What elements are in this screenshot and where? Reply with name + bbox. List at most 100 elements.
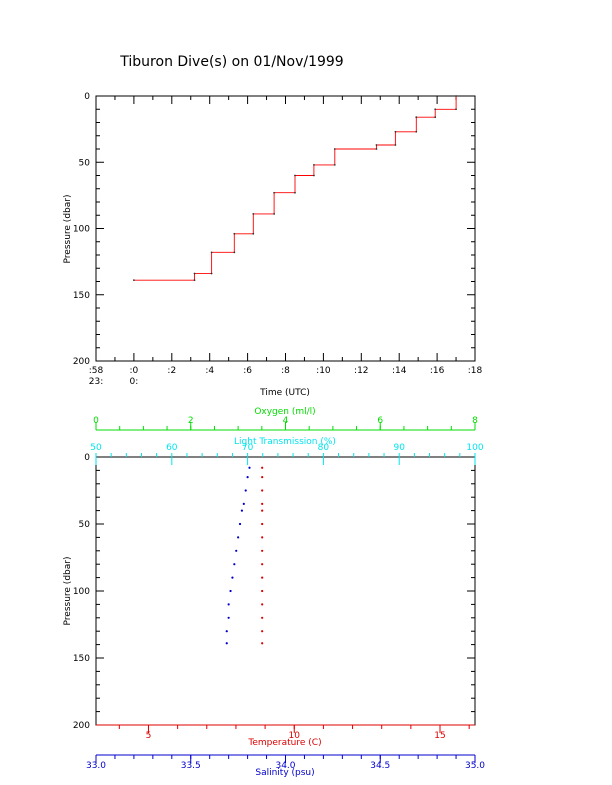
salinity-point [233,563,236,566]
pressure-trace-point [193,272,196,275]
transmission-tick-label: 70 [242,443,254,453]
pressure-trace-point [252,232,255,235]
chart1-frame [95,95,476,362]
pressure-time-chart: 0 50 100 150 200 :58:0:2:4:6:8:10:12:14:16:1… [63,92,483,398]
chart1-y-tick-label: 200 [73,357,90,367]
chart1-x-tick-label: :12 [354,366,368,376]
pressure-trace-point [210,272,213,275]
salinity-point [240,509,244,512]
salinity-point [227,616,230,619]
salinity-axis: 33.0 33.5 34.0 34.5 35.0 Salinity (psu) [86,754,485,778]
temperature-point [261,502,264,505]
pressure-trace-point [375,148,378,150]
oxygen-tick-label: 4 [283,416,289,426]
chart2-y-tick-label: 0 [84,453,90,463]
chart1-x-tick-label: :6 [243,366,252,376]
temperature-tick-label: 10 [289,731,301,741]
oxygen-tick-label: 8 [472,416,478,426]
chart1-y-label: Pressure (dbar) [63,195,73,264]
salinity-tick-label: 33.5 [181,761,201,771]
chart2-y-axis: 0 50 100 150 200 [73,453,475,731]
salinity-point [244,489,247,492]
chart1-series [133,95,457,282]
transmission-tick-label: 100 [466,443,483,453]
salinity-point [238,522,242,526]
temperature-tick-label: 15 [434,731,445,741]
chart1-x-axis: :58:0:2:4:6:8:10:12:14:16:18 23: 0: [89,96,483,387]
pressure-trace-point [273,191,276,194]
pressure-trace-point [210,251,213,254]
pressure-trace-point [455,95,457,97]
pressure-trace-point [133,279,135,282]
pressure-trace-line [133,96,457,281]
temperature-point [261,509,264,512]
chart1-x-tick-label: :8 [281,366,290,376]
chart1-x-tick-label: :10 [316,366,331,376]
chart1-x-tick-label: :2 [167,366,176,376]
pressure-trace-point [415,116,418,119]
chart1-x-tick-label: :16 [430,366,445,376]
temperature-point [261,476,264,479]
temperature-point [261,576,264,579]
salinity-axis-label: Salinity (psu) [255,768,314,778]
temperature-axis: 5 10 15 Temperature (C) [96,724,475,748]
pressure-trace-point [233,251,236,254]
oxygen-tick-label: 2 [188,416,194,426]
temperature-point [261,642,264,645]
chart2-y-label: Pressure (dbar) [63,557,73,626]
salinity-point [246,476,249,479]
salinity-point [225,642,228,645]
transmission-tick-label: 60 [166,443,178,453]
chart1-y-tick-label: 0 [84,92,90,102]
pressure-trace-point [415,130,418,133]
salinity-tick-label: 35.0 [465,761,485,771]
pressure-trace-point [273,213,276,215]
chart1-x-tick-label: :58 [89,366,104,376]
transmission-tick-label: 80 [318,443,330,453]
pressure-trace-point [394,130,397,133]
oxygen-tick-label: 0 [93,416,99,426]
salinity-point [229,589,232,593]
salinity-point [242,502,245,505]
temperature-point [261,563,264,566]
temperature-point [261,466,264,469]
oxygen-axis: 0 2 4 6 8 Oxygen (ml/l) [93,407,478,431]
temperature-point [261,630,264,633]
pressure-trace-point [375,144,378,146]
chart2-y-tick-label: 50 [79,520,91,530]
chart2-y-tick-label: 150 [73,654,90,664]
pressure-trace-point [333,148,336,150]
salinity-tick-label: 34.5 [370,761,390,771]
pressure-trace-point [455,108,457,111]
transmission-tick-label: 90 [393,443,405,453]
pressure-trace-point [434,116,437,119]
salinity-point [248,466,251,469]
oxygen-tick-label: 6 [377,416,383,426]
salinity-point [235,549,238,552]
chart1-x-hour-label: 0: [130,377,139,387]
transmission-axis-label: Light Transmission (%) [234,437,336,447]
pressure-trace-point [294,174,296,177]
pressure-trace-point [193,279,196,282]
chart2-y-tick-label: 200 [73,721,90,731]
salinity-point [227,603,230,606]
chart2-y-tick-label: 100 [73,587,90,597]
chart1-y-tick-label: 150 [73,291,90,301]
salinity-point [237,536,240,539]
chart1-x-hour-label: 23: [89,377,103,387]
chart1-y-tick-label: 50 [79,158,91,168]
temperature-point [261,536,264,539]
salinity-tick-label: 34.0 [275,761,295,771]
pressure-trace-point [394,144,397,146]
pressure-trace-point [434,108,437,111]
temperature-axis-label: Temperature (C) [247,738,321,748]
temperature-point [261,489,264,492]
salinity-point [231,576,234,579]
chart1-x-label: Time (UTC) [259,388,310,398]
transmission-tick-label: 50 [90,443,102,453]
chart2-frame [95,456,476,726]
temperature-point [261,589,264,593]
chart2-series [225,466,264,645]
